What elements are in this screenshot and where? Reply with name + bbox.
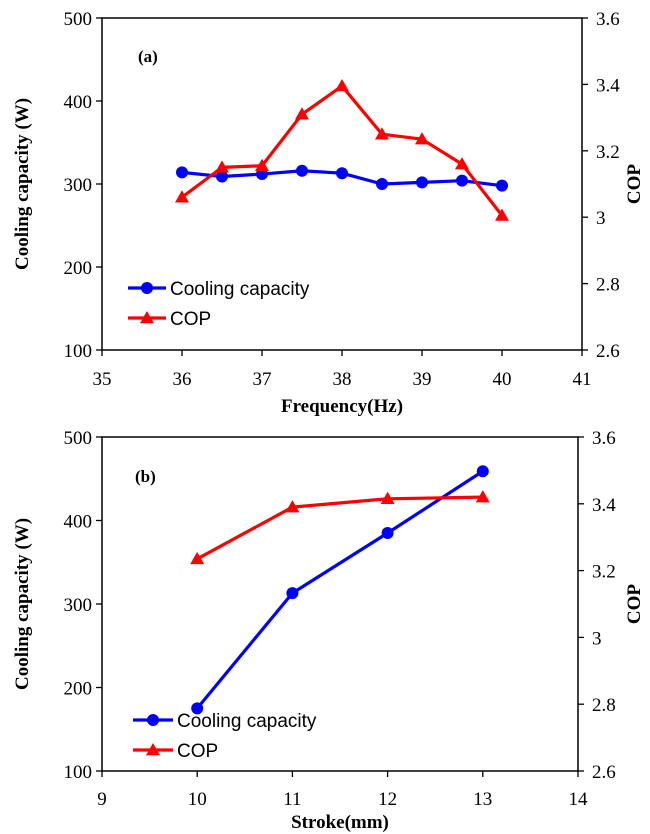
y-axis-label: Cooling capacity (W) <box>12 98 33 270</box>
data-point-cooling-capacity <box>376 178 388 190</box>
y2-tick-label: 2.6 <box>596 341 620 362</box>
y-tick-label: 400 <box>64 512 93 533</box>
series-line-cop <box>181 84 504 217</box>
y2-tick-label: 3.4 <box>596 75 620 96</box>
x-tick-label: 37 <box>253 369 272 390</box>
series-line-cop <box>196 495 483 561</box>
data-point-cooling-capacity <box>416 176 428 189</box>
legend-marker-cop <box>140 311 154 324</box>
x-tick-label: 14 <box>569 789 589 810</box>
y2-tick-label: 3 <box>596 208 606 229</box>
x-tick-label: 35 <box>93 369 112 390</box>
y-tick-label: 100 <box>64 341 93 362</box>
data-point-cooling-capacity <box>286 587 299 600</box>
legend-label-cooling-capacity: Cooling capacity <box>177 711 317 732</box>
legend-label-cooling-capacity: Cooling capacity <box>170 279 310 300</box>
y2-axis-label: COP <box>624 584 645 625</box>
y2-tick-label: 3.4 <box>592 495 616 516</box>
data-point-cooling-capacity <box>496 179 508 192</box>
y2-tick-label: 3 <box>592 628 602 649</box>
y-tick-label: 200 <box>64 258 93 279</box>
x-tick-label: 36 <box>173 369 192 390</box>
y-tick-label: 500 <box>64 428 93 449</box>
data-point-cop <box>255 158 269 171</box>
plot-frame <box>101 436 579 772</box>
data-point-cop <box>335 79 349 92</box>
legend-label-cop: COP <box>170 309 211 330</box>
data-point-cop <box>215 160 229 173</box>
x-axis-label: Stroke(mm) <box>291 812 389 833</box>
y2-axis-label: COP <box>624 164 645 205</box>
chart-panel-1: 35 36 37 38 39 40 41 100 200 300 400 500 2.6 2.8 3 3.2 3… <box>12 9 645 417</box>
y-tick-label: 200 <box>64 679 93 700</box>
data-point-cooling-capacity <box>296 164 308 177</box>
y-tick-label: 300 <box>64 175 93 196</box>
legend-marker-cop <box>146 743 160 756</box>
data-point-cop <box>190 551 205 565</box>
x-tick-label: 40 <box>493 369 512 390</box>
y-tick-label: 100 <box>64 762 93 783</box>
chart-panel-2: 9 10 11 12 13 14 100 200 300 400 500 2.6 2.8 3 3.2 3.4 3… <box>12 428 645 833</box>
data-point-cooling-capacity <box>336 167 348 180</box>
plot-frame <box>101 17 583 351</box>
x-tick-label: 12 <box>378 789 397 810</box>
y-tick-label: 300 <box>64 595 93 616</box>
panel-label: (b) <box>135 467 156 486</box>
data-point-cop <box>285 500 300 513</box>
y2-tick-label: 2.8 <box>592 695 616 716</box>
data-point-cooling-capacity <box>456 174 468 187</box>
legend-label-cop: COP <box>177 741 218 762</box>
data-point-cop <box>475 490 490 503</box>
data-point-cooling-capacity <box>476 465 489 478</box>
legend-marker-cooling-capacity <box>141 282 153 294</box>
x-axis-label: Frequency(Hz) <box>281 396 403 417</box>
x-tick-label: 10 <box>188 789 207 810</box>
x-tick-label: 9 <box>97 789 107 810</box>
data-point-cop <box>295 107 309 120</box>
y-axis-label: Cooling capacity (W) <box>12 518 33 690</box>
y2-tick-label: 3.2 <box>596 142 620 163</box>
y2-tick-label: 3.6 <box>596 9 620 30</box>
series-line-cooling-capacity <box>195 469 484 710</box>
y2-tick-label: 2.8 <box>596 275 620 296</box>
panel-label: (a) <box>138 47 158 66</box>
data-point-cooling-capacity <box>256 168 268 181</box>
data-point-cop <box>415 132 429 145</box>
data-point-cooling-capacity <box>381 527 394 540</box>
x-tick-label: 39 <box>413 369 432 390</box>
data-point-cop <box>380 491 395 505</box>
x-tick-label: 13 <box>473 789 492 810</box>
data-point-cop <box>175 190 189 203</box>
x-tick-label: 38 <box>333 369 352 390</box>
data-point-cop <box>495 208 509 221</box>
legend-marker-cooling-capacity <box>147 714 159 726</box>
y-tick-label: 500 <box>64 9 93 30</box>
data-point-cop <box>375 127 389 140</box>
y2-tick-label: 3.2 <box>592 562 616 583</box>
y2-tick-label: 3.6 <box>592 428 616 449</box>
x-tick-label: 11 <box>283 789 301 810</box>
data-point-cooling-capacity <box>216 170 228 183</box>
y2-tick-label: 2.6 <box>592 762 616 783</box>
data-point-cop <box>455 157 469 170</box>
x-tick-label: 41 <box>573 369 592 390</box>
y-tick-label: 400 <box>64 92 93 113</box>
data-point-cooling-capacity <box>176 166 188 179</box>
data-point-cooling-capacity <box>191 702 204 715</box>
